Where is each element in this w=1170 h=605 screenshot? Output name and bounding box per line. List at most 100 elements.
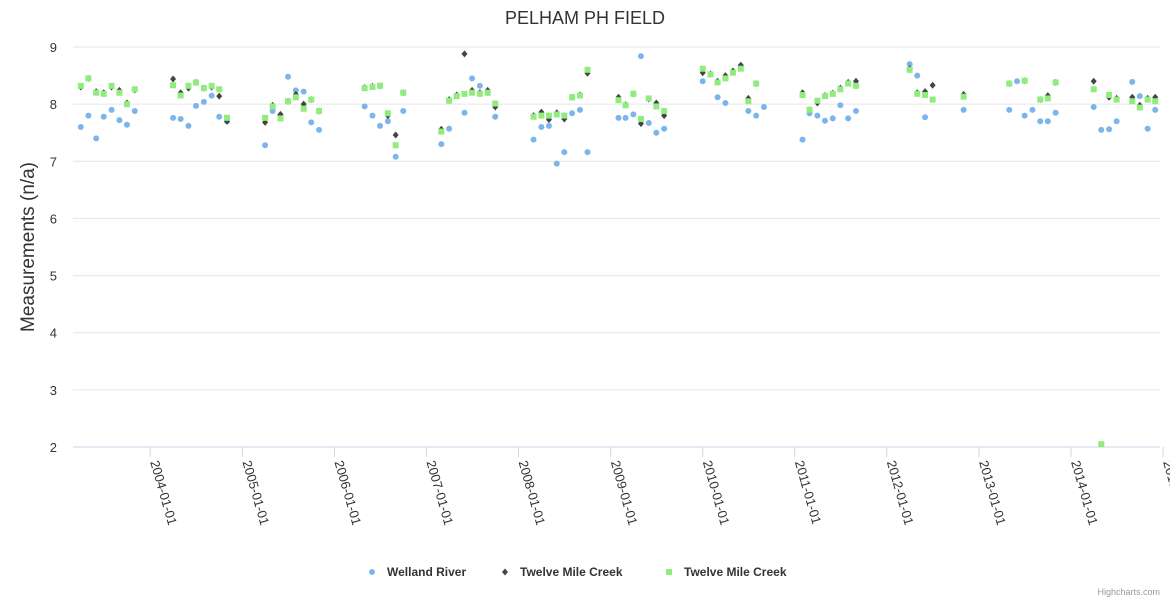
data-point-series-3[interactable] (829, 90, 836, 97)
data-point-series-2[interactable] (392, 131, 399, 139)
data-point-series-3[interactable] (722, 75, 729, 82)
data-point-series-1[interactable] (530, 136, 537, 143)
data-point-series-3[interactable] (576, 92, 583, 99)
data-point-series-1[interactable] (193, 102, 200, 109)
data-point-series-1[interactable] (829, 115, 836, 122)
data-point-series-1[interactable] (837, 102, 844, 109)
data-point-series-3[interactable] (300, 105, 307, 112)
data-point-series-3[interactable] (929, 96, 936, 103)
data-point-series-1[interactable] (645, 120, 652, 126)
data-point-series-3[interactable] (814, 97, 821, 104)
data-point-series-2[interactable] (170, 75, 177, 83)
data-point-series-3[interactable] (745, 98, 752, 105)
data-point-series-1[interactable] (1021, 112, 1028, 119)
data-point-series-1[interactable] (960, 106, 967, 113)
data-point-series-3[interactable] (224, 114, 231, 121)
data-point-series-1[interactable] (1044, 118, 1051, 125)
data-point-series-1[interactable] (553, 160, 560, 167)
data-point-series-1[interactable] (392, 153, 399, 160)
data-point-series-3[interactable] (530, 113, 537, 120)
data-point-series-3[interactable] (707, 71, 714, 78)
data-point-series-3[interactable] (208, 82, 215, 89)
data-point-series-1[interactable] (131, 108, 138, 114)
data-point-series-1[interactable] (1129, 78, 1136, 85)
data-point-series-1[interactable] (799, 136, 806, 143)
data-point-series-3[interactable] (821, 93, 828, 100)
data-point-series-3[interactable] (1037, 96, 1044, 103)
data-point-series-1[interactable] (814, 112, 821, 119)
data-point-series-1[interactable] (476, 82, 483, 89)
data-point-series-2[interactable] (216, 92, 223, 100)
data-point-series-1[interactable] (1014, 78, 1021, 85)
data-point-series-1[interactable] (753, 112, 760, 119)
data-point-series-3[interactable] (714, 79, 721, 86)
data-point-series-1[interactable] (906, 61, 913, 68)
data-point-series-3[interactable] (469, 89, 476, 96)
data-point-series-1[interactable] (262, 142, 269, 149)
data-point-series-3[interactable] (584, 66, 591, 73)
data-point-series-1[interactable] (85, 112, 92, 119)
data-point-series-3[interactable] (131, 86, 138, 93)
data-point-series-3[interactable] (799, 92, 806, 98)
data-point-series-3[interactable] (193, 79, 200, 86)
data-point-series-3[interactable] (1052, 79, 1059, 86)
data-point-series-3[interactable] (116, 89, 123, 96)
data-point-series-1[interactable] (569, 110, 576, 117)
data-point-series-3[interactable] (292, 94, 299, 101)
data-point-series-1[interactable] (300, 88, 307, 95)
data-point-series-3[interactable] (753, 80, 760, 87)
data-point-series-3[interactable] (653, 103, 660, 110)
data-point-series-1[interactable] (1052, 109, 1059, 116)
data-point-series-2[interactable] (461, 50, 468, 58)
data-point-series-3[interactable] (200, 85, 207, 92)
data-point-series-3[interactable] (277, 115, 284, 122)
data-point-series-3[interactable] (269, 103, 276, 110)
legend-symbol-3[interactable] (666, 569, 672, 575)
data-point-series-3[interactable] (545, 112, 552, 119)
data-point-series-3[interactable] (729, 69, 736, 76)
data-point-series-1[interactable] (123, 121, 130, 128)
data-point-series-1[interactable] (469, 75, 476, 82)
data-point-series-1[interactable] (177, 116, 184, 122)
data-point-series-3[interactable] (400, 89, 407, 96)
data-point-series-1[interactable] (361, 103, 368, 110)
data-point-series-1[interactable] (400, 108, 407, 114)
data-point-series-3[interactable] (392, 142, 399, 149)
data-point-series-3[interactable] (377, 82, 384, 89)
data-point-series-3[interactable] (461, 90, 468, 97)
data-point-series-3[interactable] (361, 85, 368, 92)
data-point-series-1[interactable] (576, 106, 583, 113)
data-point-series-3[interactable] (108, 82, 115, 89)
data-point-series-3[interactable] (1006, 80, 1013, 87)
data-point-series-3[interactable] (645, 95, 652, 102)
data-point-series-3[interactable] (285, 98, 292, 105)
data-point-series-3[interactable] (484, 89, 491, 96)
data-point-series-3[interactable] (1106, 92, 1113, 98)
data-point-series-2[interactable] (929, 81, 936, 89)
data-point-series-3[interactable] (561, 112, 568, 119)
data-point-series-1[interactable] (845, 115, 852, 122)
data-point-series-1[interactable] (108, 106, 115, 113)
legend-symbol-1[interactable] (369, 569, 375, 575)
data-point-series-1[interactable] (170, 114, 177, 121)
data-point-series-3[interactable] (1098, 441, 1105, 448)
data-point-series-1[interactable] (1136, 93, 1143, 100)
data-point-series-1[interactable] (369, 112, 376, 119)
data-point-series-1[interactable] (821, 117, 828, 124)
data-point-series-3[interactable] (185, 82, 192, 89)
data-point-series-3[interactable] (1021, 77, 1028, 84)
data-point-series-1[interactable] (285, 73, 292, 80)
data-point-series-3[interactable] (837, 86, 844, 93)
data-point-series-3[interactable] (538, 112, 545, 119)
data-point-series-1[interactable] (492, 113, 499, 120)
data-point-series-3[interactable] (93, 89, 100, 96)
data-point-series-1[interactable] (914, 72, 921, 79)
data-point-series-1[interactable] (438, 141, 445, 148)
data-point-series-3[interactable] (384, 110, 391, 117)
data-point-series-1[interactable] (1113, 118, 1120, 125)
data-point-series-1[interactable] (637, 53, 644, 60)
data-point-series-3[interactable] (170, 82, 177, 89)
data-point-series-3[interactable] (699, 65, 706, 72)
data-point-series-3[interactable] (1090, 86, 1097, 93)
data-point-series-3[interactable] (453, 93, 460, 100)
